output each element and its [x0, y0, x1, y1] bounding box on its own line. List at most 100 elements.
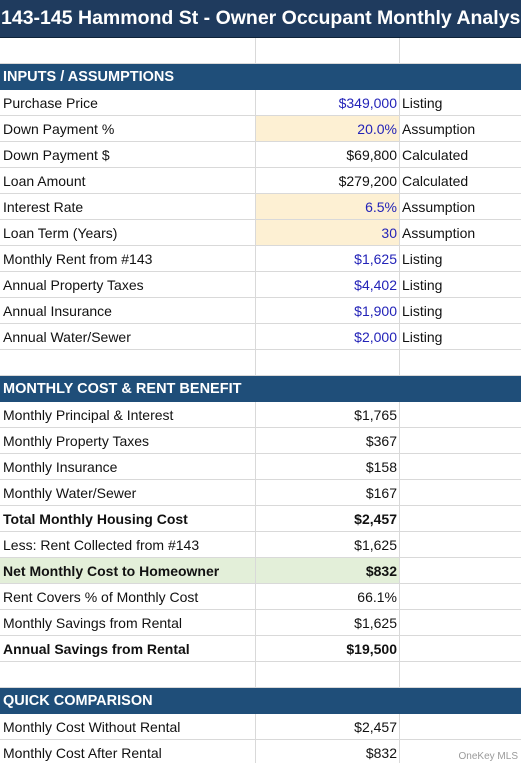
watermark: OneKey MLS [458, 751, 518, 762]
table-row: Down Payment % 20.0% Assumption [0, 116, 521, 142]
row-value: $1,625 [256, 532, 400, 557]
row-label: Monthly Water/Sewer [0, 480, 256, 505]
empty-cell [0, 662, 256, 687]
row-note: Listing [402, 95, 443, 111]
row-label: Annual Insurance [0, 298, 256, 323]
row-label: Monthly Insurance [0, 454, 256, 479]
table-row: Monthly Water/Sewer $167 [0, 480, 521, 506]
row-label: Loan Term (Years) [0, 220, 256, 245]
row-label: Down Payment % [0, 116, 256, 141]
row-note [400, 584, 521, 609]
row-note: Calculated [402, 173, 469, 189]
row-value: $349,000 [256, 90, 400, 115]
table-row: Annual Property Taxes $4,402 Listing [0, 272, 521, 298]
row-note [400, 454, 521, 479]
row-value: $1,765 [256, 402, 400, 427]
row-note [400, 714, 521, 739]
row-note [400, 428, 521, 453]
row-label: Total Monthly Housing Cost [0, 506, 256, 531]
table-row: Interest Rate 6.5% Assumption [0, 194, 521, 220]
table-row: Annual Insurance $1,900 Listing [0, 298, 521, 324]
row-note: Listing [402, 251, 443, 267]
row-note [400, 610, 521, 635]
row-label: Monthly Principal & Interest [0, 402, 256, 427]
row-note [400, 480, 521, 505]
empty-cell [256, 350, 400, 375]
row-note [400, 506, 521, 531]
table-row: Monthly Principal & Interest $1,765 [0, 402, 521, 428]
row-label: Monthly Property Taxes [0, 428, 256, 453]
row-value: $2,457 [256, 714, 400, 739]
table-row: Monthly Rent from #143 $1,625 Listing [0, 246, 521, 272]
empty-cell [0, 38, 256, 63]
row-label: Monthly Rent from #143 [0, 246, 256, 271]
row-value: $279,200 [256, 168, 400, 193]
row-value: $367 [256, 428, 400, 453]
row-value: $1,625 [256, 610, 400, 635]
row-label: Annual Water/Sewer [0, 324, 256, 349]
table-row: Rent Covers % of Monthly Cost 66.1% [0, 584, 521, 610]
empty-cell [400, 662, 521, 687]
row-value: $832 [256, 558, 400, 583]
table-row: Loan Term (Years) 30 Assumption [0, 220, 521, 246]
row-value: 6.5% [256, 194, 400, 219]
title-bar: 143-145 Hammond St - Owner Occupant Mont… [0, 0, 521, 38]
table-row: Loan Amount $279,200 Calculated [0, 168, 521, 194]
row-note [400, 402, 521, 427]
table-row: Monthly Insurance $158 [0, 454, 521, 480]
table-row: Purchase Price $349,000 Listing [0, 90, 521, 116]
row-label: Loan Amount [0, 168, 256, 193]
table-row: Down Payment $ $69,800 Calculated [0, 142, 521, 168]
row-value: $167 [256, 480, 400, 505]
row-value: $69,800 [256, 142, 400, 167]
row-note: Listing [402, 329, 443, 345]
row-label: Interest Rate [0, 194, 256, 219]
row-label: Net Monthly Cost to Homeowner [0, 558, 256, 583]
empty-row [0, 38, 521, 64]
row-label: Monthly Cost After Rental [0, 740, 256, 763]
table-row: Net Monthly Cost to Homeowner $832 [0, 558, 521, 584]
row-value: $1,900 [256, 298, 400, 323]
row-note [400, 740, 521, 763]
empty-cell [256, 662, 400, 687]
row-value: $4,402 [256, 272, 400, 297]
empty-row [0, 350, 521, 376]
row-note: Calculated [402, 147, 469, 163]
row-label: Purchase Price [0, 90, 256, 115]
table-row: Less: Rent Collected from #143 $1,625 [0, 532, 521, 558]
table-row: Monthly Savings from Rental $1,625 [0, 610, 521, 636]
row-note: Listing [402, 277, 443, 293]
section-header: MONTHLY COST & RENT BENEFIT [0, 376, 521, 402]
row-value: $2,000 [256, 324, 400, 349]
empty-cell [0, 350, 256, 375]
row-note: Assumption [402, 199, 476, 215]
row-value: $2,457 [256, 506, 400, 531]
section-header: INPUTS / ASSUMPTIONS [0, 64, 521, 90]
row-label: Rent Covers % of Monthly Cost [0, 584, 256, 609]
row-value: $158 [256, 454, 400, 479]
row-label: Monthly Cost Without Rental [0, 714, 256, 739]
table-row: Monthly Property Taxes $367 [0, 428, 521, 454]
row-value: 20.0% [256, 116, 400, 141]
row-note: Listing [402, 303, 443, 319]
table-row: Annual Savings from Rental $19,500 [0, 636, 521, 662]
section-header: QUICK COMPARISON [0, 688, 521, 714]
row-label: Annual Savings from Rental [0, 636, 256, 661]
row-note: Assumption [402, 225, 476, 241]
row-label: Annual Property Taxes [0, 272, 256, 297]
table-row: Monthly Cost Without Rental $2,457 [0, 714, 521, 740]
row-note: Assumption [402, 121, 476, 137]
empty-cell [400, 38, 521, 63]
sheet-title: 143-145 Hammond St - Owner Occupant Mont… [1, 7, 521, 29]
row-label: Monthly Savings from Rental [0, 610, 256, 635]
row-label: Less: Rent Collected from #143 [0, 532, 256, 557]
table-row: Monthly Cost After Rental $832 [0, 740, 521, 763]
row-value: 30 [256, 220, 400, 245]
row-note [400, 636, 521, 661]
row-value: $1,625 [256, 246, 400, 271]
row-note [400, 558, 521, 583]
row-label: Down Payment $ [0, 142, 256, 167]
row-value: $19,500 [256, 636, 400, 661]
empty-cell [400, 350, 521, 375]
